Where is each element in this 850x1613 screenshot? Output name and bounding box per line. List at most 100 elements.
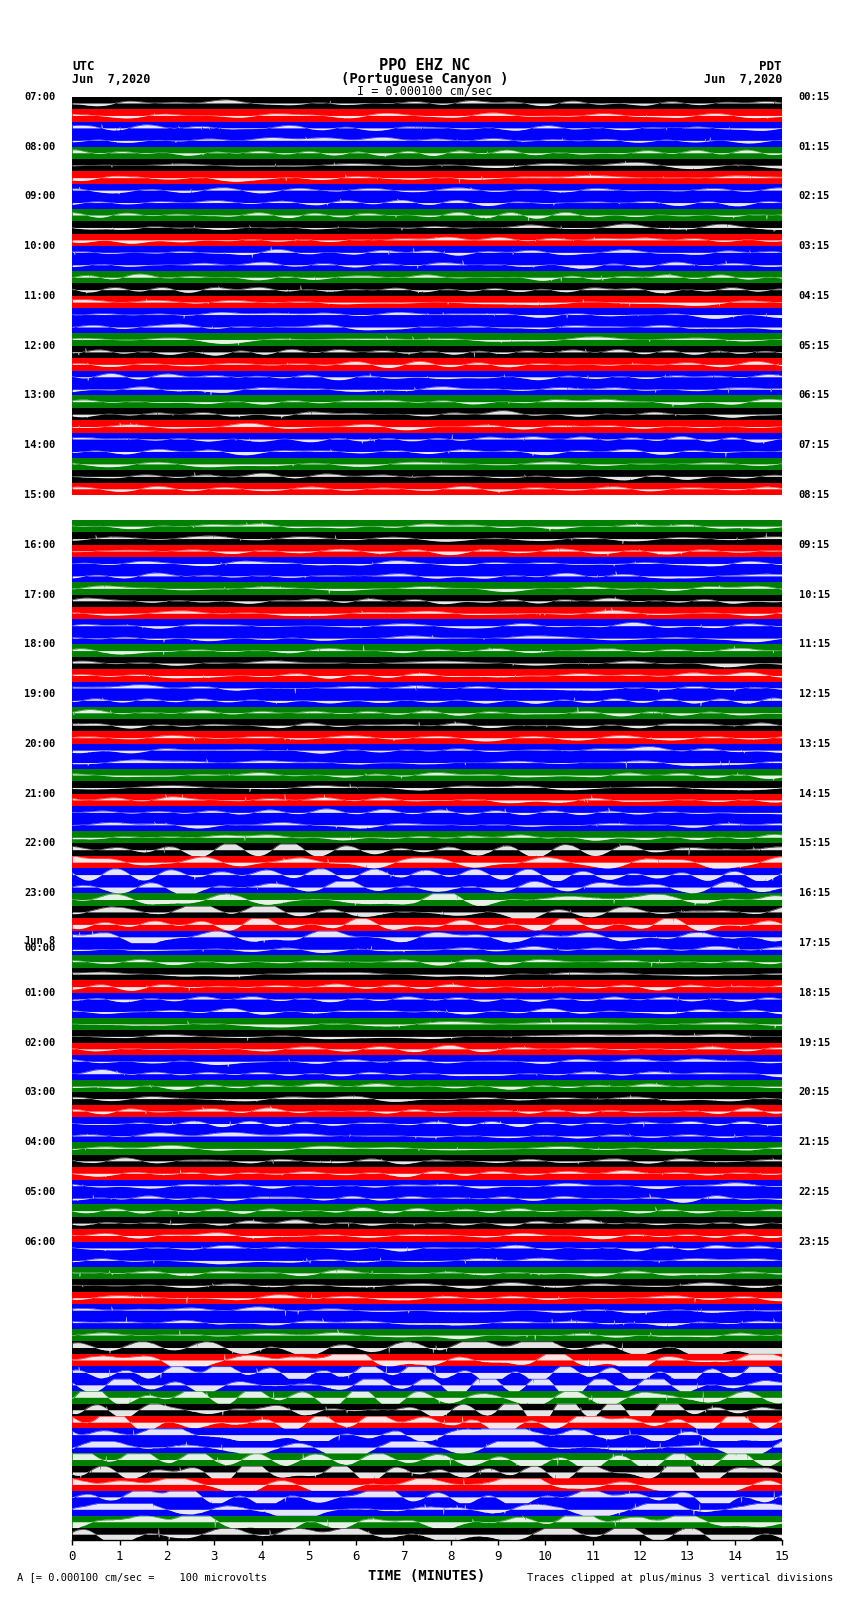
Bar	[72, 1466, 782, 1478]
Text: (Portuguese Canyon ): (Portuguese Canyon )	[341, 73, 509, 85]
Text: 15:15: 15:15	[798, 839, 830, 848]
Bar	[72, 482, 782, 495]
Text: 19:15: 19:15	[798, 1037, 830, 1047]
Bar	[72, 907, 782, 918]
Bar	[72, 931, 782, 944]
Bar	[72, 968, 782, 981]
Text: 12:15: 12:15	[798, 689, 830, 698]
Bar	[72, 806, 782, 819]
Bar	[72, 1055, 782, 1068]
Bar	[72, 1005, 782, 1018]
Bar	[72, 1242, 782, 1255]
Bar	[72, 295, 782, 308]
Bar	[72, 694, 782, 706]
Bar	[72, 1142, 782, 1155]
Text: PDT: PDT	[760, 60, 782, 73]
Bar	[72, 1216, 782, 1229]
Text: 16:15: 16:15	[798, 889, 830, 898]
Bar	[72, 1155, 782, 1168]
Bar	[72, 495, 782, 508]
Bar	[72, 744, 782, 756]
Bar	[72, 1266, 782, 1279]
Bar	[72, 606, 782, 619]
Bar	[72, 508, 782, 519]
Text: UTC: UTC	[72, 60, 94, 73]
Bar	[72, 569, 782, 582]
Text: 20:00: 20:00	[25, 739, 56, 748]
Bar	[72, 408, 782, 421]
Bar	[72, 1031, 782, 1042]
Bar	[72, 769, 782, 781]
Bar	[72, 208, 782, 221]
Text: PPO EHZ NC: PPO EHZ NC	[379, 58, 471, 73]
Text: 23:15: 23:15	[798, 1237, 830, 1247]
Bar	[72, 1440, 782, 1453]
Text: 02:15: 02:15	[798, 192, 830, 202]
Text: 05:15: 05:15	[798, 340, 830, 350]
Bar	[72, 1042, 782, 1055]
Bar	[72, 1105, 782, 1118]
Text: 03:00: 03:00	[25, 1087, 56, 1097]
Bar	[72, 1092, 782, 1105]
Bar	[72, 358, 782, 371]
Text: 13:00: 13:00	[25, 390, 56, 400]
Bar	[72, 981, 782, 994]
Bar	[72, 171, 782, 184]
Bar	[72, 1366, 782, 1379]
Bar	[72, 110, 782, 121]
Bar	[72, 247, 782, 258]
Bar	[72, 619, 782, 632]
Bar	[72, 682, 782, 694]
Text: 06:00: 06:00	[25, 1237, 56, 1247]
X-axis label: TIME (MINUTES): TIME (MINUTES)	[369, 1569, 485, 1582]
Text: 20:15: 20:15	[798, 1087, 830, 1097]
Bar	[72, 944, 782, 955]
Bar	[72, 432, 782, 445]
Text: Jun  7,2020: Jun 7,2020	[72, 73, 150, 85]
Text: 07:15: 07:15	[798, 440, 830, 450]
Bar	[72, 1503, 782, 1516]
Bar	[72, 955, 782, 968]
Bar	[72, 556, 782, 569]
Bar	[72, 234, 782, 247]
Bar	[72, 632, 782, 644]
Text: 21:15: 21:15	[798, 1137, 830, 1147]
Bar	[72, 719, 782, 731]
Text: 01:00: 01:00	[25, 987, 56, 998]
Bar	[72, 1416, 782, 1429]
Bar	[72, 582, 782, 595]
Bar	[72, 147, 782, 160]
Bar	[72, 731, 782, 744]
Text: 08:00: 08:00	[25, 142, 56, 152]
Bar	[72, 881, 782, 894]
Bar	[72, 918, 782, 931]
Bar	[72, 756, 782, 769]
Text: 09:00: 09:00	[25, 192, 56, 202]
Bar	[72, 1229, 782, 1242]
Bar	[72, 1429, 782, 1440]
Bar	[72, 844, 782, 857]
Bar	[72, 334, 782, 345]
Bar	[72, 656, 782, 669]
Bar	[72, 121, 782, 134]
Text: 09:15: 09:15	[798, 540, 830, 550]
Text: 15:00: 15:00	[25, 490, 56, 500]
Text: Jun 8: Jun 8	[25, 936, 56, 945]
Bar	[72, 868, 782, 881]
Bar	[72, 1342, 782, 1353]
Text: 22:00: 22:00	[25, 839, 56, 848]
Bar	[72, 1168, 782, 1179]
Bar	[72, 445, 782, 458]
Bar	[72, 1192, 782, 1205]
Bar	[72, 395, 782, 408]
Bar	[72, 382, 782, 395]
Bar	[72, 894, 782, 907]
Bar	[72, 1379, 782, 1390]
Bar	[72, 532, 782, 545]
Bar	[72, 1292, 782, 1303]
Bar	[72, 1129, 782, 1142]
Bar	[72, 1205, 782, 1216]
Bar	[72, 1329, 782, 1342]
Text: 07:00: 07:00	[25, 92, 56, 102]
Bar	[72, 271, 782, 284]
